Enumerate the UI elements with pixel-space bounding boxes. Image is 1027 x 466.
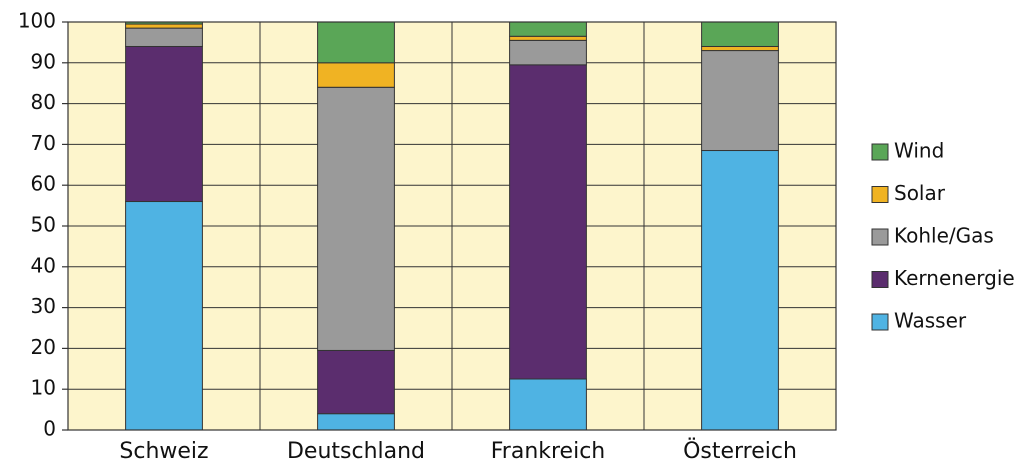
- bar-segment: [317, 62, 395, 88]
- bar-segment: [509, 39, 587, 66]
- bar-segment: [701, 45, 779, 52]
- y-tick-label: 70: [31, 131, 56, 155]
- y-tick-label: 60: [31, 172, 56, 196]
- legend-label: Solar: [894, 181, 946, 205]
- legend-label: Kernenergie: [894, 266, 1015, 290]
- legend-swatch: [871, 313, 889, 331]
- bar-segment: [509, 64, 587, 380]
- y-tick-label: 30: [31, 294, 56, 318]
- legend-swatch: [871, 271, 889, 288]
- x-tick-label: Deutschland: [287, 439, 425, 464]
- y-tick-label: 50: [31, 213, 56, 237]
- legend-label: Wind: [894, 139, 944, 163]
- x-tick-label: Österreich: [683, 438, 797, 464]
- x-tick-label: Frankreich: [491, 439, 606, 464]
- y-tick-label: 0: [43, 417, 56, 441]
- bar-segment: [125, 27, 203, 47]
- bar-segment: [509, 35, 587, 41]
- legend-label: Kohle/Gas: [894, 224, 994, 248]
- x-tick-label: Schweiz: [119, 439, 208, 464]
- y-tick-label: 90: [31, 49, 56, 73]
- legend-swatch: [871, 186, 889, 203]
- legend-swatch: [871, 228, 889, 246]
- bar-segment: [509, 21, 587, 37]
- bar-segment: [701, 50, 779, 152]
- bar-segment: [125, 23, 203, 29]
- y-tick-label: 20: [31, 335, 56, 359]
- y-tick-label: 100: [18, 9, 56, 33]
- bar-segment: [125, 201, 203, 431]
- bar-segment: [317, 413, 395, 431]
- y-tick-label: 10: [31, 376, 56, 400]
- bar-segment: [317, 86, 395, 351]
- legend-swatch: [871, 143, 889, 161]
- y-tick-label: 40: [31, 253, 56, 277]
- bar-segment: [317, 349, 395, 415]
- bar-segment: [317, 21, 395, 64]
- bar-segment: [701, 150, 779, 431]
- y-tick-label: 80: [31, 90, 56, 114]
- plot-frame: [67, 21, 837, 431]
- bar-segment: [509, 378, 587, 431]
- bar-segment: [125, 45, 203, 203]
- bar-segment: [701, 21, 779, 47]
- legend-label: Wasser: [894, 309, 967, 333]
